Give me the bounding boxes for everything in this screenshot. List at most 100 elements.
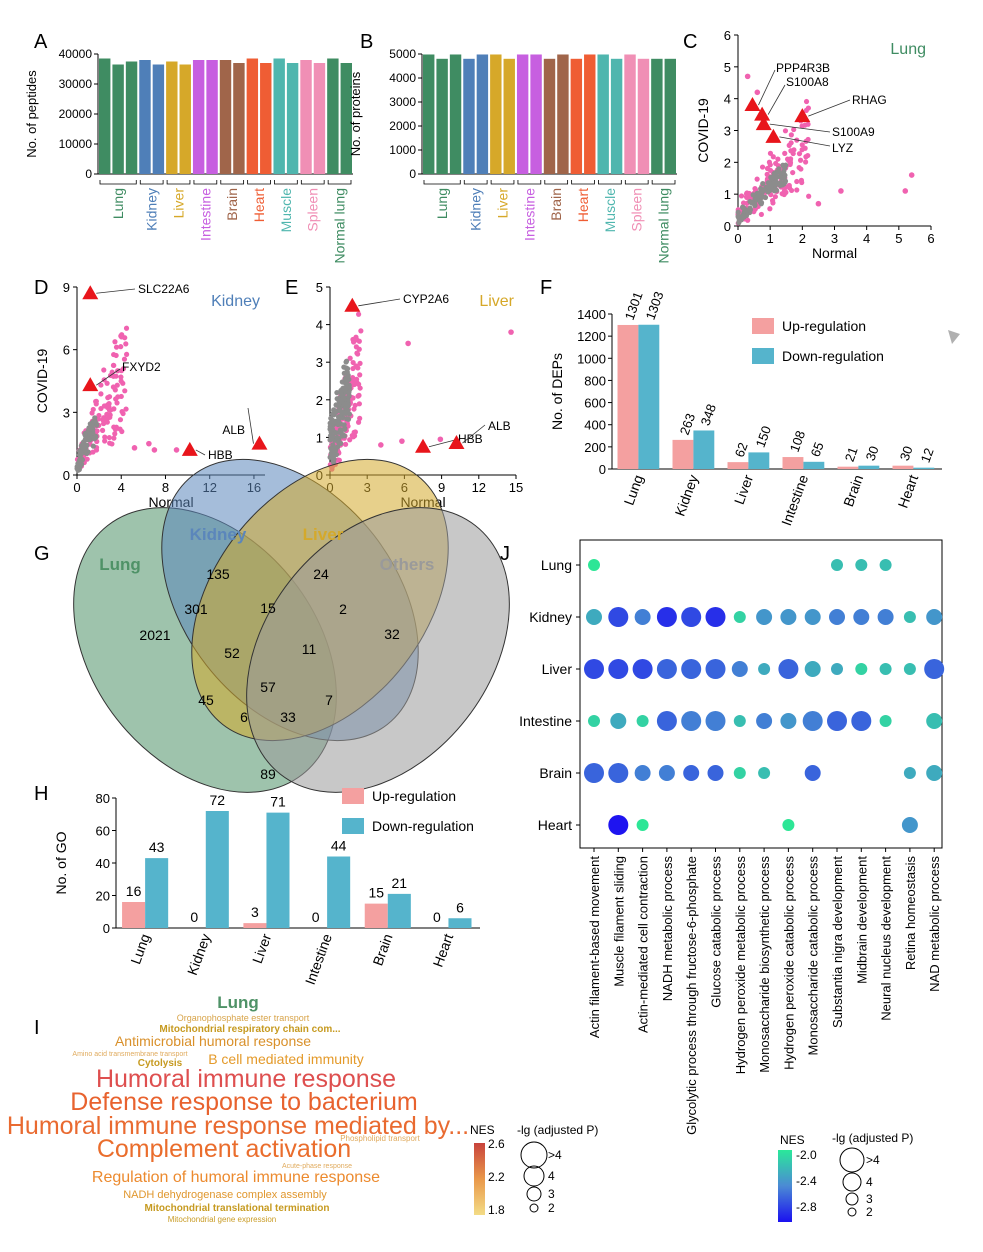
bar <box>179 64 191 174</box>
dot <box>588 559 600 571</box>
y-axis-label: COVID-19 <box>34 349 50 414</box>
size-legend-label: 2 <box>548 1201 555 1215</box>
legend-swatch <box>342 788 364 804</box>
scatter-point-gray <box>777 180 784 186</box>
size-legend-circle <box>523 1165 545 1187</box>
scatter-point-pink <box>355 419 362 425</box>
scatter-point-gray <box>87 431 93 437</box>
scatter-point-gray <box>82 437 88 443</box>
label-leader <box>96 368 121 386</box>
scatter-point-pink <box>799 142 805 148</box>
y-tick-label: 400 <box>584 418 606 433</box>
scatter-outlier <box>131 445 138 451</box>
category-label: Intestine <box>302 931 335 986</box>
scatter-outlier <box>754 89 761 96</box>
y-tick-label: 4 <box>316 318 323 333</box>
scatter-point-pink <box>782 128 789 134</box>
scatter-point-pink <box>754 176 760 182</box>
category-label: Lung <box>621 473 647 508</box>
label-leader <box>96 288 136 294</box>
scatter-point-pink <box>799 179 805 186</box>
y-axis-label: No. of peptides <box>24 70 39 158</box>
scatter-point-gray <box>332 445 338 451</box>
scatter-point-pink <box>117 417 124 423</box>
venn-title: Others <box>380 555 435 574</box>
scatter-point-pink <box>119 428 125 435</box>
bar <box>152 64 165 174</box>
scatter-point-gray <box>771 187 778 193</box>
scatter-point-pink <box>796 151 803 157</box>
highlight-marker <box>344 297 361 312</box>
scatter-point-gray <box>779 175 785 181</box>
scatter-point-pink <box>791 126 797 133</box>
panel-label-g: G <box>34 543 50 565</box>
group-label: Brain <box>548 188 564 221</box>
y-tick-label: 1000 <box>389 143 416 157</box>
group-bracket <box>99 180 137 185</box>
dot <box>636 715 649 727</box>
highlight-marker <box>754 106 771 121</box>
scatter-outlier <box>146 440 152 447</box>
scatter-point-pink <box>775 156 781 162</box>
y-tick-label: 6 <box>63 343 70 358</box>
bar <box>449 54 462 175</box>
y-tick-label: 0 <box>409 167 416 181</box>
bar <box>139 60 151 174</box>
scatter-point-gray <box>755 190 762 196</box>
scatter-point-gray <box>338 440 344 446</box>
highlight-marker <box>415 438 431 453</box>
x-tick-label: 0 <box>734 231 741 246</box>
bar <box>327 856 351 928</box>
scatter-point-pink <box>111 435 117 441</box>
row-label: Heart <box>538 817 572 833</box>
group-bracket <box>220 180 245 185</box>
col-label: Monosaccharide catabolic process <box>806 856 821 1056</box>
wordcloud-term: NADH dehydrogenase complex assembly <box>123 1189 327 1201</box>
wordcloud-term: Regulation of humoral immune response <box>92 1169 380 1186</box>
scatter-point-pink <box>357 415 363 421</box>
scatter-point-pink <box>357 360 363 366</box>
scatter-outlier <box>151 447 158 453</box>
col-label: Hydrogen peroxide metabolic process <box>733 856 748 1075</box>
dot <box>926 609 943 625</box>
scatter-point-pink <box>90 406 96 413</box>
scatter-point-pink <box>106 434 112 441</box>
group-label: Lung <box>110 188 126 219</box>
row-label: Liver <box>542 661 573 677</box>
bar <box>672 439 694 469</box>
scatter-outlier <box>838 188 844 194</box>
scatter-point-pink <box>102 434 108 440</box>
label-leader <box>428 439 456 448</box>
dot <box>926 713 943 729</box>
gene-label: HBB <box>458 432 483 446</box>
col-label: NADH metabolic process <box>660 856 675 1002</box>
scatter-point-gray <box>735 209 741 215</box>
scatter-point-pink <box>113 373 119 379</box>
category-label: Kidney <box>184 932 214 978</box>
y-tick-label: 600 <box>584 396 606 411</box>
group-bracket <box>463 180 488 185</box>
col-label: Monosaccharide biosynthetic process <box>757 856 772 1073</box>
bar <box>530 54 542 175</box>
dot <box>707 765 724 781</box>
size-legend-label: 3 <box>866 1192 873 1206</box>
scatter-point-gray <box>338 389 344 396</box>
bar <box>782 457 804 469</box>
y-tick-label: 3 <box>316 355 323 370</box>
nes-tick: 2.2 <box>488 1170 505 1184</box>
x-tick-label: 2 <box>799 231 806 246</box>
bar <box>145 858 169 928</box>
highlight-marker <box>251 435 268 450</box>
col-label: Actin-mediated cell contraction <box>636 856 651 1033</box>
scatter-point-pink <box>794 187 800 193</box>
row-label: Brain <box>539 765 572 781</box>
scatter-point-pink <box>752 185 758 192</box>
y-tick-label: 20000 <box>59 107 93 121</box>
scatter-point-pink <box>109 441 115 447</box>
scatter-point-gray <box>340 431 346 438</box>
x-tick-label: 3 <box>831 231 838 246</box>
scatter-point-pink <box>794 178 800 185</box>
dotplot-frame <box>579 539 943 849</box>
y-axis-label: No. of proteins <box>348 71 363 156</box>
dot <box>632 659 653 679</box>
